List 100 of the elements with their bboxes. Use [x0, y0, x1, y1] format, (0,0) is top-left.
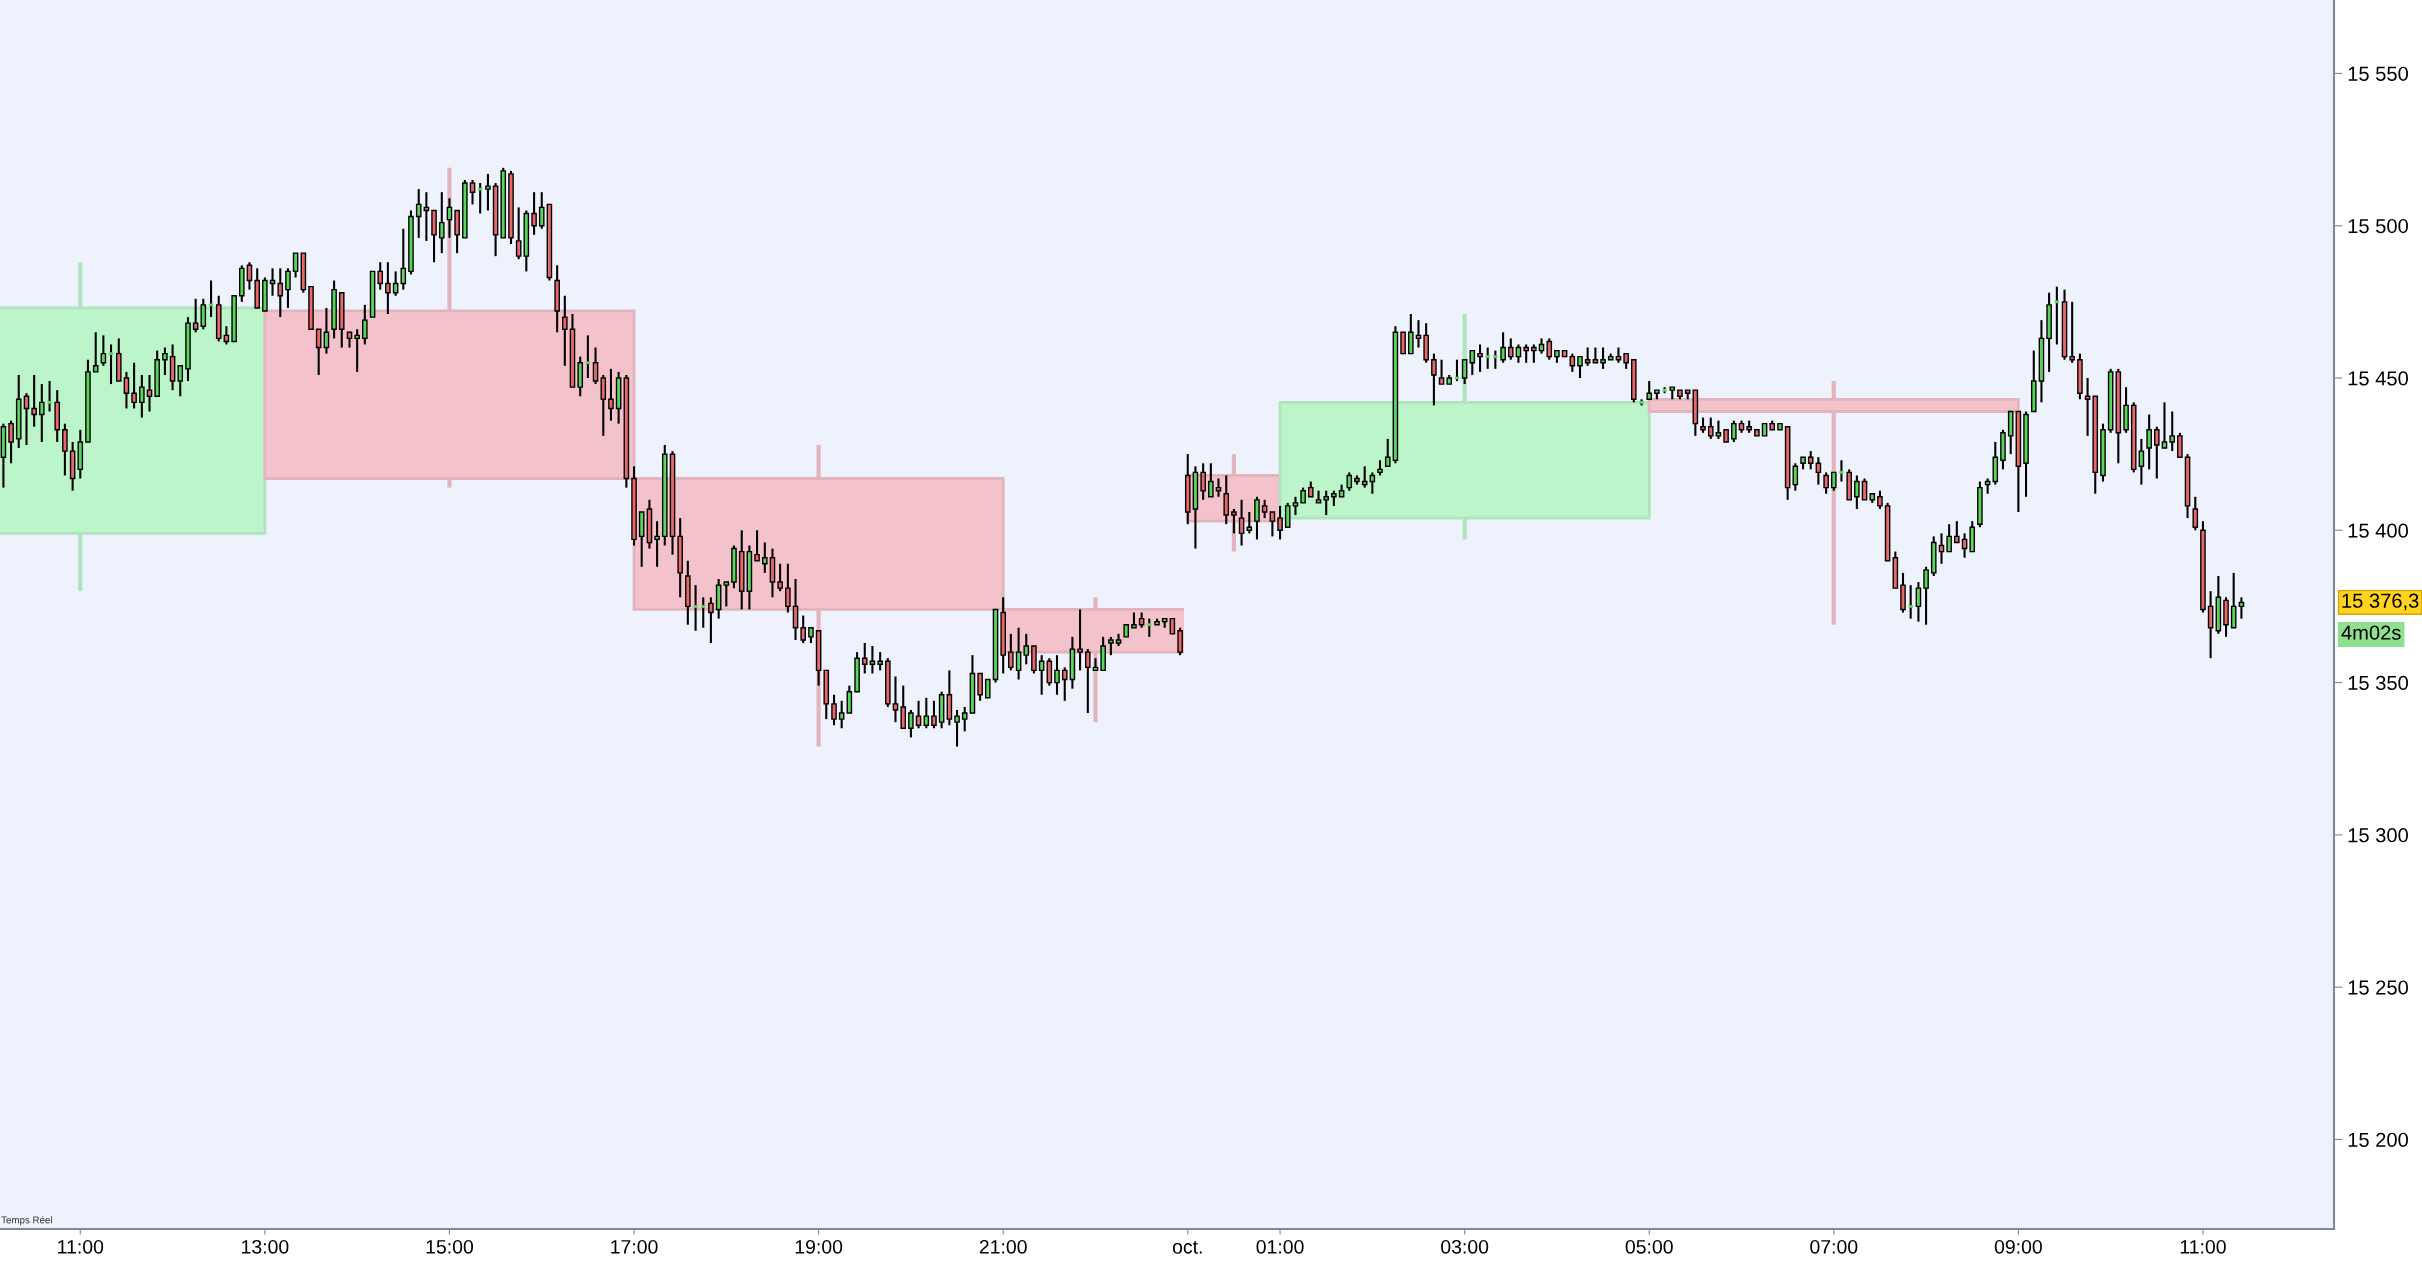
- candlestick: [485, 172, 491, 212]
- candlestick: [1807, 450, 1814, 471]
- candlestick: [1946, 523, 1952, 553]
- x-tick-label: 05:00: [1625, 1239, 1673, 1254]
- candlestick: [1646, 380, 1653, 401]
- candlestick: [900, 684, 907, 730]
- candlestick: [538, 191, 545, 230]
- candlestick: [2138, 437, 2145, 486]
- candlestick: [1015, 626, 1022, 681]
- candlestick: [1531, 343, 1537, 364]
- candlestick: [861, 641, 868, 675]
- candlestick: [1077, 608, 1083, 672]
- candlestick: [354, 328, 360, 373]
- candlestick: [608, 367, 614, 422]
- candlestick: [531, 191, 537, 236]
- candlestick: [1346, 471, 1353, 492]
- text: 15 376,3: [2342, 593, 2419, 611]
- candlestick: [592, 346, 599, 386]
- candlestick: [1008, 632, 1014, 672]
- candlestick: [908, 708, 914, 739]
- candlestick: [1731, 419, 1737, 443]
- candlestick: [954, 708, 960, 748]
- candlestick: [139, 373, 145, 419]
- candlestick: [723, 581, 730, 608]
- candlestick: [1923, 565, 1929, 626]
- candlestick: [415, 188, 422, 239]
- candlestick: [800, 614, 806, 645]
- candlestick: [2169, 410, 2176, 453]
- candlestick: [1854, 474, 1860, 510]
- candlestick: [146, 373, 153, 413]
- candlestick: [931, 699, 937, 730]
- candlestick: [292, 252, 299, 279]
- candlestick: [1023, 632, 1030, 666]
- candlestick: [1461, 358, 1468, 386]
- candlestick: [162, 346, 168, 376]
- candlestick: [977, 672, 983, 702]
- candlestick: [285, 267, 291, 309]
- candlestick: [562, 294, 568, 367]
- y-tick-label: 15 200: [2348, 1132, 2408, 1147]
- candlestick: [177, 364, 184, 398]
- candlestick: [1208, 462, 1214, 498]
- candlestick: [377, 261, 384, 291]
- candlestick: [1507, 337, 1514, 361]
- candlestick: [923, 696, 930, 730]
- x-tick-label: 07:00: [1810, 1239, 1858, 1254]
- x-tick-label: 01:00: [1256, 1239, 1304, 1254]
- candlestick: [915, 699, 922, 730]
- candlestick: [831, 693, 837, 727]
- candlestick: [1269, 510, 1276, 538]
- candlestick: [1054, 654, 1060, 696]
- candlestick: [1830, 471, 1837, 492]
- candlestick: [39, 383, 45, 443]
- candlestick: [1577, 355, 1583, 380]
- candlestick: [1384, 437, 1391, 468]
- candlestick: [1408, 312, 1414, 355]
- candlestick: [1877, 489, 1883, 510]
- x-tick-label: 15:00: [426, 1239, 474, 1254]
- candlestick: [1061, 666, 1068, 702]
- candlestick: [200, 297, 207, 331]
- candlestick: [385, 261, 391, 316]
- y-tick-label: 15 450: [2348, 371, 2408, 386]
- candlestick: [2146, 413, 2152, 471]
- candlestick: [961, 705, 968, 733]
- candlestick: [2177, 431, 2183, 459]
- candlestick: [1915, 581, 1922, 623]
- candlestick: [1431, 352, 1437, 407]
- candlestick: [8, 419, 14, 465]
- y-tick-label: 15 350: [2348, 675, 2408, 691]
- candlestick: [1085, 648, 1091, 715]
- candlestick: [708, 596, 714, 645]
- candlestick: [438, 191, 445, 255]
- candlestick: [1523, 343, 1529, 364]
- candlestick: [192, 297, 199, 334]
- candlestick: [131, 361, 137, 410]
- y-tick-label: 15 250: [2348, 980, 2408, 995]
- candlestick: [515, 206, 522, 261]
- x-tick-label: 19:00: [795, 1239, 843, 1254]
- candlestick: [1277, 504, 1283, 541]
- candlestick: [762, 541, 768, 574]
- candlestick: [92, 331, 99, 373]
- x-tick-label: 11:00: [58, 1239, 104, 1254]
- candlestick: [1715, 419, 1722, 440]
- candlestick: [785, 562, 791, 614]
- candlestick: [2154, 425, 2160, 480]
- candlestick: [1254, 495, 1260, 541]
- candlestick: [1954, 520, 1960, 544]
- candlestick: [1177, 626, 1183, 657]
- candlestick: [1823, 471, 1829, 495]
- x-tick-label: 17:00: [611, 1239, 658, 1254]
- candlestick: [362, 303, 368, 346]
- x-tick-label: 11:00: [2180, 1239, 2226, 1254]
- candlestick: [1284, 501, 1291, 529]
- candlestick: [1278, 314, 1651, 540]
- candlestick: [123, 370, 130, 410]
- candlestick: [1861, 477, 1868, 501]
- candlestick: [62, 422, 68, 477]
- candlestick: [600, 373, 607, 437]
- candlestick: [2069, 300, 2075, 364]
- candlestick: [1477, 343, 1483, 373]
- candlestick: [1600, 346, 1606, 370]
